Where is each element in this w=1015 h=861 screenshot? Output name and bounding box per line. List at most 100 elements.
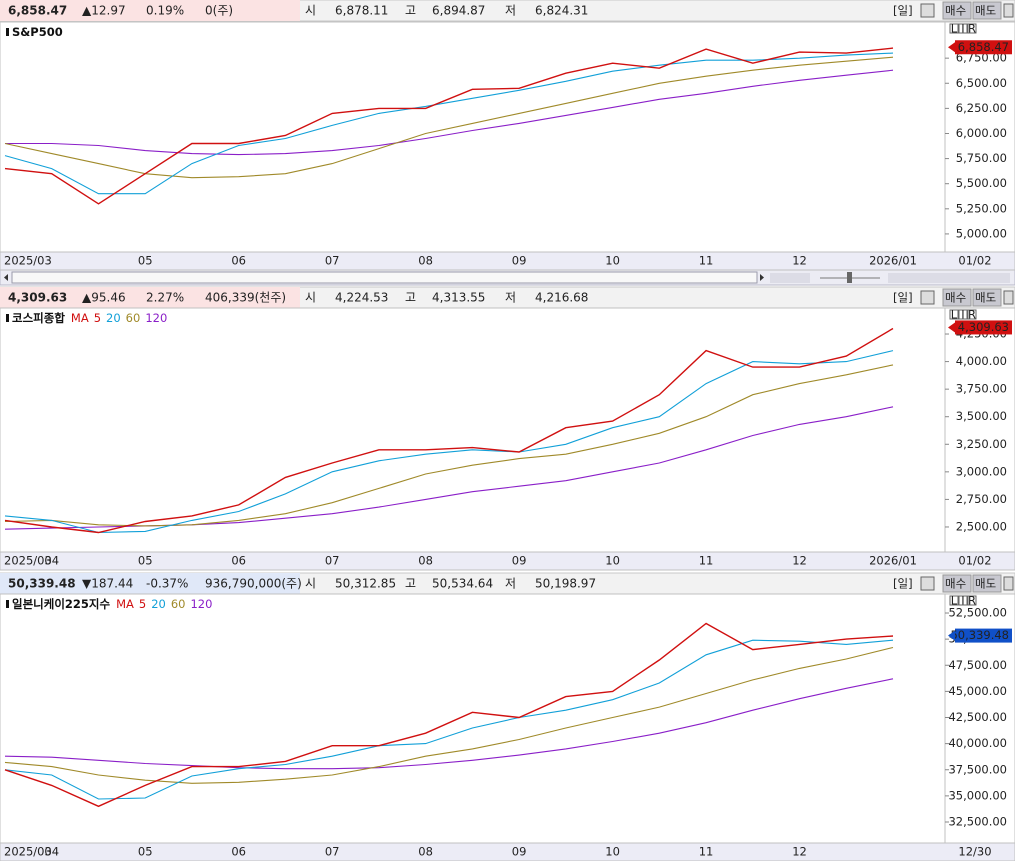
period-button[interactable]: [일]	[893, 577, 913, 591]
scale-button[interactable]	[958, 23, 968, 34]
x-tick-label: 2026/01	[869, 554, 917, 568]
scroll-right[interactable]	[760, 274, 764, 281]
header-close: 6,858.47	[8, 4, 67, 18]
title-marker	[6, 314, 9, 322]
x-tick-label: 12	[792, 554, 807, 568]
ma-line	[5, 69, 894, 156]
scale-button-label[interactable]: R	[968, 594, 976, 608]
chart-title: 일본니케이225지수	[12, 597, 110, 611]
header-change-pct: 0.19%	[146, 4, 184, 18]
scale-button[interactable]	[967, 595, 977, 606]
settings-icon[interactable]	[920, 3, 935, 18]
x-tick-label: 11	[699, 254, 714, 268]
y-tick-label: 5,250.00	[956, 201, 1007, 215]
x-tick-label: 07	[325, 254, 340, 268]
button-bg[interactable]	[972, 1, 1002, 20]
scroll-thumb[interactable]	[11, 271, 758, 284]
scale-button-label[interactable]: L	[951, 22, 958, 36]
scale-button-label[interactable]: I	[961, 22, 964, 36]
tool-icons[interactable]	[888, 273, 1010, 283]
scale-button[interactable]	[949, 595, 959, 606]
y-tick-label: 2,750.00	[956, 492, 1007, 506]
y-tick-label: 3,500.00	[956, 409, 1007, 423]
header-change-pct: -0.37%	[146, 577, 188, 591]
scale-button-label[interactable]: R	[968, 22, 976, 36]
header-volume: 406,339(천주)	[205, 290, 286, 305]
window-icon[interactable]	[1003, 3, 1014, 18]
header-high-label: 고	[405, 577, 416, 591]
scale-button-label[interactable]: R	[968, 308, 976, 322]
header-open: 50,312.85	[335, 577, 396, 591]
legend-prefix: MA	[116, 597, 134, 611]
button-bg[interactable]	[942, 574, 972, 593]
window-icon[interactable]	[1003, 576, 1014, 591]
scale-button[interactable]	[949, 23, 959, 34]
price-tag-label: 50,339.48	[950, 628, 1009, 642]
x-tick-label: 04	[44, 845, 59, 859]
header-change-pct: 2.27%	[146, 291, 184, 305]
button-bg[interactable]	[942, 1, 972, 20]
header-close: 4,309.63	[8, 291, 67, 305]
price-line	[4, 622, 894, 808]
header-change: ▲95.46	[82, 291, 126, 305]
order-button[interactable]: 매수	[945, 4, 966, 18]
y-tick-label: 47,500.00	[948, 658, 1007, 672]
scale-button-label[interactable]: L	[951, 594, 958, 608]
settings-icon[interactable]	[920, 576, 935, 591]
y-tick-label: 5,500.00	[956, 176, 1007, 190]
x-tick-label: 06	[231, 845, 246, 859]
scale-button[interactable]	[949, 309, 959, 320]
chart-title: 코스피종합	[12, 311, 65, 325]
price-tag-label: 4,309.63	[958, 320, 1009, 334]
order-button[interactable]: 매수	[945, 291, 966, 305]
scale-button-label[interactable]: I	[961, 594, 964, 608]
header-high-label: 고	[405, 4, 416, 18]
period-button[interactable]: [일]	[893, 291, 913, 305]
button-bg[interactable]	[972, 574, 1002, 593]
y-tick-label: 35,000.00	[948, 788, 1007, 802]
price-tag	[955, 628, 1012, 643]
period-button[interactable]: [일]	[893, 4, 913, 18]
ma-line	[4, 56, 894, 179]
scrollbar[interactable]	[0, 269, 1015, 286]
price-tag	[955, 320, 1012, 335]
last-date: 12/30	[958, 845, 991, 859]
ma-line	[4, 350, 894, 534]
x-tick-label: 08	[418, 845, 433, 859]
order-button[interactable]: 매도	[975, 4, 996, 18]
order-button[interactable]: 매도	[975, 291, 996, 305]
x-tick-label: 05	[138, 554, 153, 568]
last-date: 01/02	[958, 254, 991, 268]
legend-prefix: MA	[71, 311, 89, 325]
order-button[interactable]: 매도	[975, 577, 996, 591]
header-low: 50,198.97	[535, 577, 596, 591]
window-icon[interactable]	[1003, 290, 1014, 305]
button-bg[interactable]	[972, 288, 1002, 307]
scale-button[interactable]	[958, 595, 968, 606]
playback-controls[interactable]	[770, 273, 810, 283]
scale-button[interactable]	[967, 23, 977, 34]
x-tick-label: 2025/03	[4, 254, 52, 268]
order-button[interactable]: 매수	[945, 577, 966, 591]
scale-button[interactable]	[958, 309, 968, 320]
y-tick-label: 32,500.00	[948, 814, 1007, 828]
scale-button[interactable]	[967, 309, 977, 320]
zoom-knob[interactable]	[847, 272, 852, 283]
scale-button-label[interactable]: I	[961, 308, 964, 322]
button-bg[interactable]	[942, 288, 972, 307]
price-tag	[955, 40, 1012, 55]
scale-button-label[interactable]: L	[951, 308, 958, 322]
x-tick-label: 04	[44, 554, 59, 568]
header-high-label: 고	[405, 291, 416, 305]
y-tick-label: 3,750.00	[956, 382, 1007, 396]
header-quote-bg	[0, 287, 300, 308]
y-tick-label: 2,500.00	[956, 519, 1007, 533]
title-marker	[6, 28, 9, 36]
x-tick-label: 2026/01	[869, 254, 917, 268]
settings-icon[interactable]	[920, 290, 935, 305]
y-tick-label: 6,250.00	[956, 101, 1007, 115]
scroll-left[interactable]	[4, 274, 8, 281]
x-tick-label: 07	[325, 554, 340, 568]
x-tick-label: 11	[699, 845, 714, 859]
